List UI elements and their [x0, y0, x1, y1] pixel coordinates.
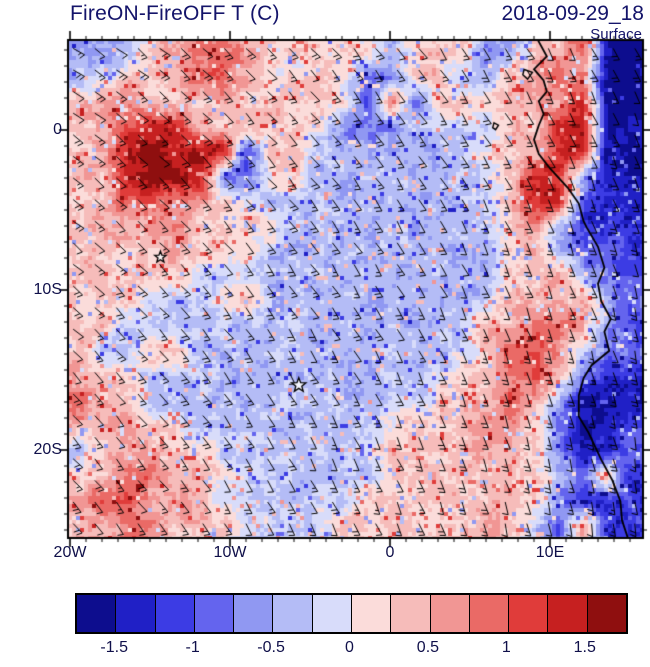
x-axis-tick-label: 20W	[53, 544, 87, 561]
colorbar-cell	[509, 595, 549, 632]
colorbar-cell	[77, 595, 117, 632]
colorbar-tick-label: 0.5	[416, 639, 440, 656]
colorbar-tick-label: -1	[185, 639, 200, 656]
x-axis-tick-label: 0	[385, 544, 395, 561]
colorbar-cell	[587, 595, 626, 632]
y-axis-tick-label: 10S	[33, 281, 62, 298]
colorbar-cell	[273, 595, 313, 632]
colorbar-cell	[469, 595, 510, 632]
colorbar-cell	[116, 595, 156, 632]
colorbar-cell	[351, 595, 392, 632]
colorbar-cell	[391, 595, 431, 632]
colorbar-cell	[430, 595, 470, 632]
y-axis-tick-label: 0	[53, 121, 62, 138]
y-axis-tick-label: 20S	[33, 441, 62, 458]
colorbar-tick-label: 1.5	[573, 639, 596, 656]
colorbar-cell	[312, 595, 352, 632]
colorbar-tick-label: -1.5	[100, 639, 128, 656]
colorbar-tick-label: 1	[501, 639, 511, 656]
colorbar-tick-label: 0	[345, 639, 354, 656]
colorbar-tick-label: -0.5	[257, 639, 285, 656]
x-axis-tick-label: 10W	[213, 544, 247, 561]
colorbar-cell	[194, 595, 235, 632]
colorbar-cell	[548, 595, 588, 632]
colorbar	[75, 593, 628, 634]
colorbar-cell	[234, 595, 274, 632]
colorbar-cell	[155, 595, 195, 632]
map-canvas	[0, 0, 650, 560]
x-axis-tick-label: 10E	[535, 544, 565, 561]
